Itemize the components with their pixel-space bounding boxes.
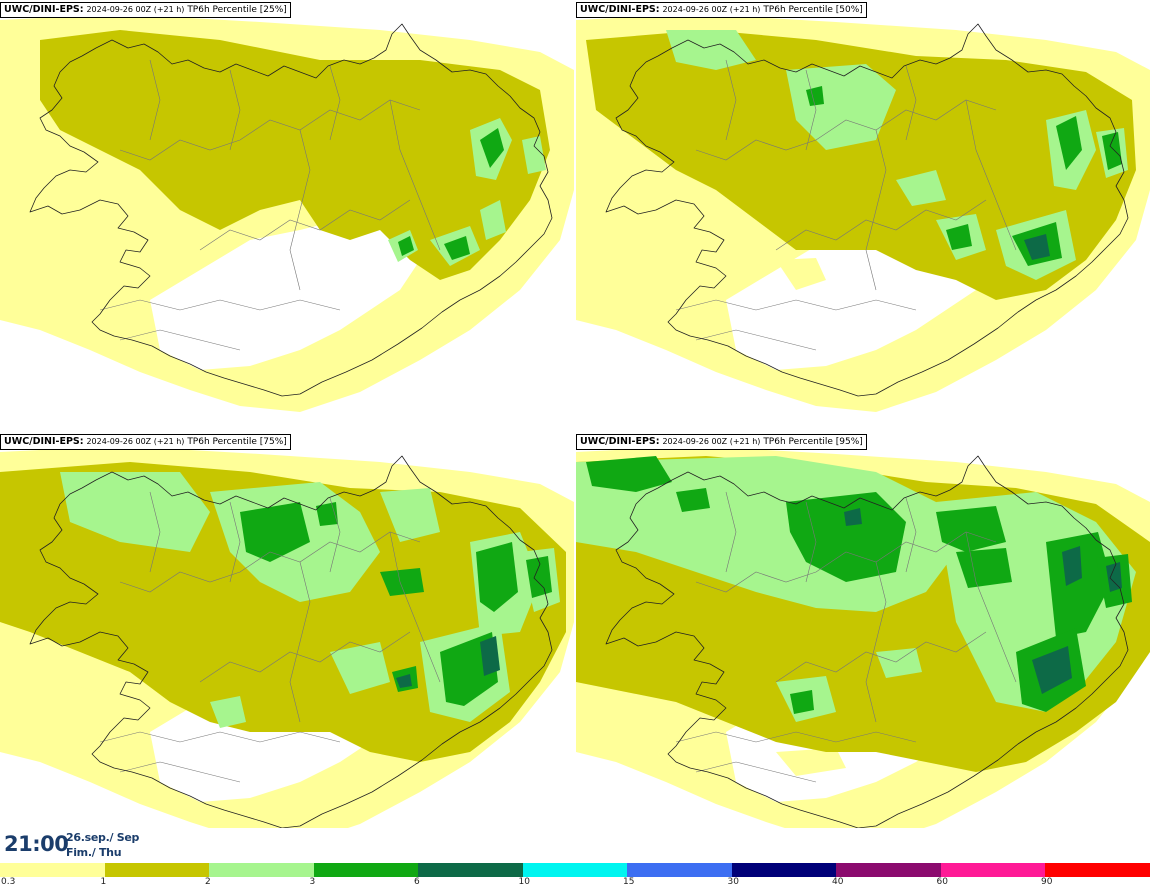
colorbar-swatch [522,863,628,877]
colorbar-tick-label: 60 [936,877,948,887]
precip-map-p25 [0,14,574,412]
colorbar-swatch [731,863,837,877]
colorbar-tick-label: 0.3 [1,877,16,887]
valid-weekday: Fim./ Thu [66,846,122,859]
colorbar-swatch [418,863,523,877]
valid-time: 21:00 [4,832,69,856]
colorbar-swatch [313,863,419,877]
colorbar-tick-label: 10 [518,877,530,887]
colorbar-tick-label: 15 [623,877,635,887]
precip-map-p95 [576,446,1150,844]
panel-title: UWC/DINI-EPS: 2024-09-26 00Z (+21 h) TP6… [0,2,291,18]
panel-title: UWC/DINI-EPS: 2024-09-26 00Z (+21 h) TP6… [576,2,867,18]
panel-title: UWC/DINI-EPS: 2024-09-26 00Z (+21 h) TP6… [576,434,867,450]
panel-title: UWC/DINI-EPS: 2024-09-26 00Z (+21 h) TP6… [0,434,291,450]
map-panel-p75: UWC/DINI-EPS: 2024-09-26 00Z (+21 h) TP6… [0,432,574,860]
valid-date: 26.sep./ Sep [66,831,140,844]
colorbar-swatch [836,863,941,877]
colorbar-swatch [940,863,1046,877]
colorbar-tick-label: 40 [832,877,844,887]
map-panel-p50: UWC/DINI-EPS: 2024-09-26 00Z (+21 h) TP6… [576,0,1150,428]
precip-map-p50 [576,14,1150,412]
colorbar-tick-label: 2 [205,877,211,887]
colorbar-swatch [1045,863,1150,877]
colorbar-tick-label: 1 [100,877,107,887]
colorbar-tick-label: 6 [414,877,420,887]
colorbar-tick-label: 90 [1041,877,1053,887]
colorbar-swatch [104,863,210,877]
colorbar-tick-label: 30 [727,877,739,887]
map-panel-p25: UWC/DINI-EPS: 2024-09-26 00Z (+21 h) TP6… [0,0,574,428]
footer [0,828,1150,891]
colorbar-swatch [0,863,105,877]
colorbar-swatch [209,863,314,877]
precip-map-p75 [0,446,574,844]
colorbar-tick-label: 3 [309,877,316,887]
map-panel-p95: UWC/DINI-EPS: 2024-09-26 00Z (+21 h) TP6… [576,432,1150,860]
colorbar-swatch [627,863,732,877]
